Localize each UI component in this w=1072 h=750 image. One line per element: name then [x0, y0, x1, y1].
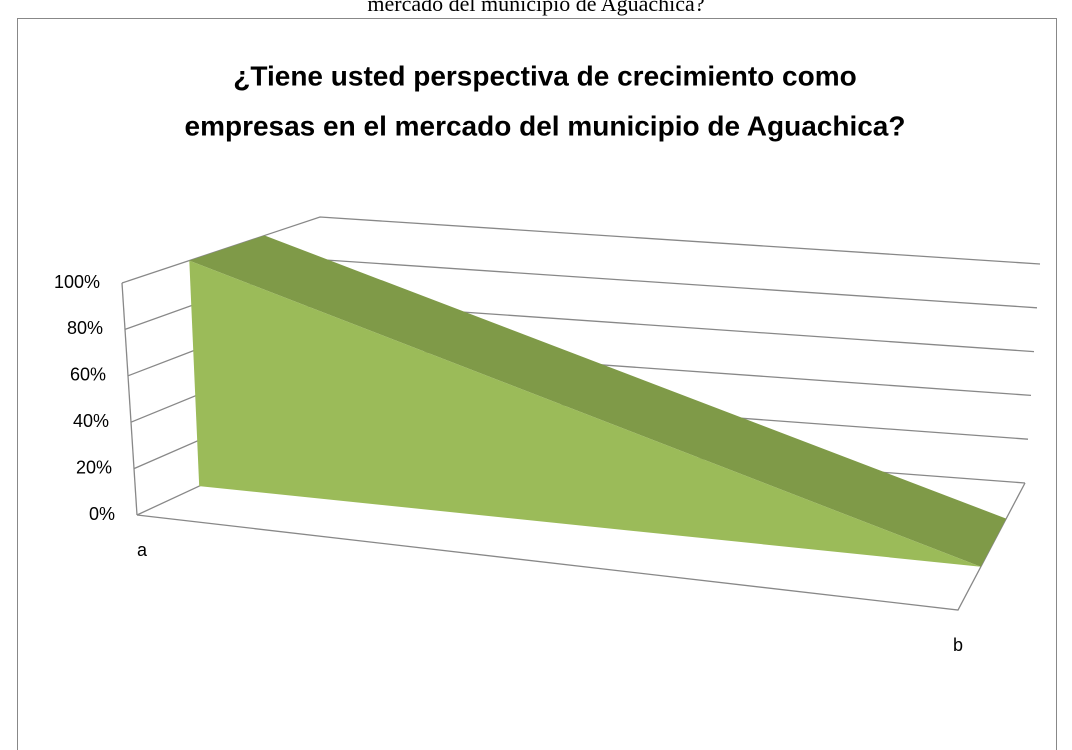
y-tick-label: 80% [67, 318, 103, 338]
y-tick-label: 60% [70, 365, 106, 385]
y-tick-label: 40% [73, 411, 109, 431]
side-wall-edge [121, 282, 138, 516]
floor-edge [136, 482, 1026, 611]
area-top [189, 235, 1007, 567]
grid-line [121, 216, 1041, 284]
x-tick-label: b [953, 635, 963, 655]
chart-title: empresas en el mercado del municipio de … [185, 110, 906, 141]
y-tick-label: 100% [54, 272, 100, 292]
caption: mercado del municipio de Aguachica? [367, 0, 704, 16]
y-tick-label: 20% [76, 457, 112, 477]
y-tick-label: 0% [89, 504, 115, 524]
area [189, 260, 981, 567]
x-tick-label: a [137, 540, 148, 560]
chart-title: ¿Tiene usted perspectiva de crecimiento … [233, 60, 856, 91]
